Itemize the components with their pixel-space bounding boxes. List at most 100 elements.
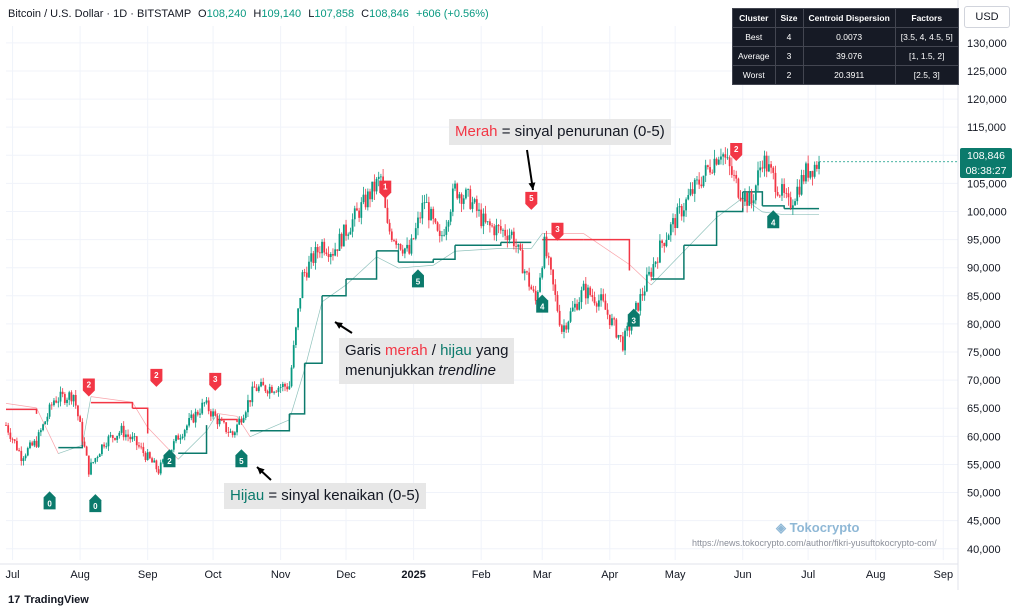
candle-body [665, 239, 668, 247]
open-label: O [198, 8, 207, 20]
y-tick-label: 80,000 [967, 319, 1001, 331]
currency-button[interactable]: USD [964, 6, 1010, 28]
candle-body [155, 460, 158, 470]
candle-body [770, 164, 772, 168]
candle-body [162, 459, 164, 463]
candles [5, 147, 958, 477]
arrow-head [257, 467, 265, 475]
signal-label: 2 [154, 371, 159, 380]
candle-body [458, 194, 461, 199]
candle-body [151, 458, 153, 463]
candle-body [735, 174, 738, 179]
candle-body [750, 192, 753, 204]
candle-body [63, 394, 66, 403]
candle-body [236, 424, 238, 433]
candle-body [741, 200, 744, 202]
candle-body [576, 303, 578, 310]
signal-label: 4 [771, 218, 776, 227]
candle-body [752, 200, 755, 204]
candle-body [175, 435, 177, 442]
x-tick-label: May [665, 569, 686, 581]
table-cell: [1, 1.5, 2] [894, 46, 959, 66]
candle-body [423, 202, 426, 204]
candle-body [532, 289, 535, 291]
candle-body [334, 249, 337, 256]
trendline-callout: Garis merah / hijau yang menunjukkan tre… [339, 338, 515, 384]
candle-body [325, 252, 328, 255]
candle-body [297, 308, 299, 328]
x-tick-label: Nov [271, 569, 291, 581]
candle-body [29, 442, 31, 449]
table-header-row: Cluster Size Centroid Dispersion Factors [732, 8, 959, 28]
candle-body [148, 452, 151, 459]
candle-body [582, 283, 585, 291]
candle-body [323, 241, 326, 253]
candle-body [434, 218, 437, 223]
x-tick-label: Jul [6, 569, 20, 581]
candle-body [135, 436, 138, 446]
x-tick-label: Apr [601, 569, 618, 581]
candle-body [515, 246, 517, 248]
candle-body [759, 167, 762, 171]
y-tick-label: 115,000 [967, 122, 1006, 134]
table-row: Average 3 39.076 [1, 1.5, 2] [732, 46, 959, 66]
candle-body [410, 238, 413, 254]
candle-body [807, 163, 810, 178]
candle-body [231, 431, 234, 436]
candle-body [360, 202, 363, 218]
candle-body [225, 422, 228, 433]
candle-body [471, 202, 474, 209]
candle-body [240, 418, 243, 423]
candle-body [362, 194, 365, 203]
candle-body [469, 189, 472, 209]
trendline-segment [398, 259, 434, 263]
x-tick-label: 2025 [401, 569, 425, 581]
candle-body [419, 217, 422, 219]
candle-body [393, 240, 395, 241]
candle-body [290, 367, 293, 387]
candle-body [249, 400, 252, 403]
candle-body [617, 335, 620, 338]
annotation-arrows [256, 149, 536, 481]
candle-body [787, 193, 790, 198]
candle-body [709, 167, 711, 173]
arrow-head [335, 322, 343, 329]
candle-body [776, 191, 779, 196]
candle-body [127, 434, 129, 437]
adaptive-line [36, 407, 59, 454]
adaptive-line [583, 233, 630, 265]
signal-marker [82, 378, 95, 397]
tradingview-logo-icon: 17 [8, 594, 21, 606]
candle-body [798, 186, 801, 195]
column-header: Size [774, 8, 804, 28]
candle-body [802, 175, 805, 182]
callout-text: menunjukkan [345, 362, 439, 379]
candle-body [552, 269, 555, 285]
candle-body [46, 416, 49, 422]
x-tick-label: Feb [472, 569, 491, 581]
grid [6, 26, 958, 560]
y-tick-label: 50,000 [967, 488, 1001, 500]
y-tick-label: 100,000 [967, 206, 1007, 218]
callout-red-word: Merah [455, 123, 498, 140]
candle-body [22, 458, 25, 462]
x-tick-label: Jul [801, 569, 815, 581]
candle-body [595, 303, 598, 307]
candle-body [286, 386, 289, 390]
open-value: 108,240 [206, 8, 247, 20]
candle-body [789, 197, 792, 208]
signal-label: 5 [416, 277, 421, 286]
candle-body [375, 178, 378, 192]
tradingview-footer[interactable]: 17 TradingView [8, 594, 89, 606]
candle-body [129, 436, 132, 440]
symbol-title[interactable]: Bitcoin / U.S. Dollar · 1D · BITSTAMP [8, 8, 191, 20]
candle-body [421, 202, 424, 219]
candle-body [120, 425, 123, 433]
candle-body [526, 271, 528, 273]
candle-body [87, 455, 90, 475]
signal-marker [379, 180, 392, 199]
callout-green-word: Hijau [230, 487, 265, 504]
candle-body [791, 205, 794, 208]
